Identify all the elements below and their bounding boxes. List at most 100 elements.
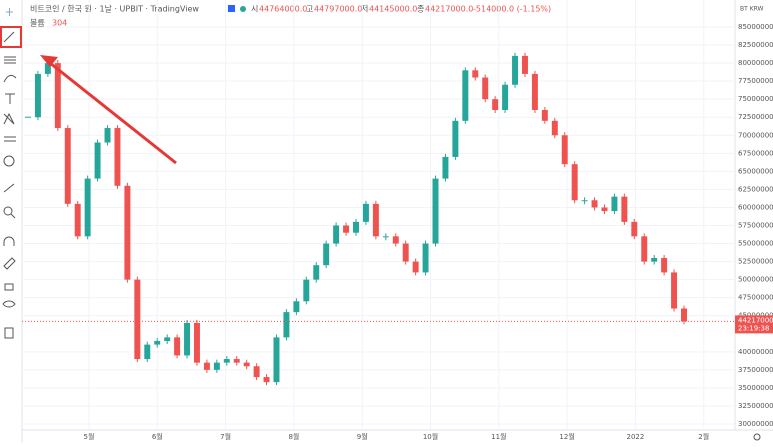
y-tick-label: 70000000.0 (738, 131, 773, 139)
candle (531, 73, 538, 111)
candle (442, 156, 449, 179)
candle (34, 73, 41, 118)
x-tick-label: 6월 (152, 432, 163, 441)
candle (84, 178, 91, 237)
candle (203, 362, 210, 370)
tool-icons[interactable] (0, 8, 22, 339)
y-tick-label: 82500000.0 (738, 41, 773, 49)
plot: 85000000.0 82500000.0 80000000.0 77500000.0… (22, 0, 773, 441)
candle (601, 207, 608, 212)
candle (74, 203, 81, 237)
flag (228, 5, 235, 12)
candle (114, 128, 121, 186)
y-tick-label: 62500000.0 (738, 185, 773, 193)
candle (124, 185, 131, 280)
candle (521, 55, 528, 74)
y-tick-label: 32500000.0 (738, 402, 773, 410)
candle (54, 63, 61, 129)
x-tick-label: 2022 (626, 433, 644, 441)
candle (253, 366, 260, 378)
h-label: 고 (306, 5, 313, 14)
y-tick-label: 72500000.0 (738, 113, 773, 121)
y-tick-label: 80000000.0 (738, 59, 773, 67)
x-tick-label: 2월 (698, 432, 709, 441)
candle (452, 120, 459, 157)
y-tick-label: 67500000.0 (738, 149, 773, 157)
candle (591, 200, 598, 208)
x-tick-label: 10월 (423, 432, 438, 441)
candle (472, 70, 479, 78)
volume-label: 볼륨 (30, 18, 45, 28)
candle (263, 377, 270, 383)
o-label: 시 (251, 5, 258, 14)
candle (174, 337, 181, 356)
y-tick-label: 52500000.0 (738, 258, 773, 266)
last-price-label: 44217000.0 (738, 316, 773, 324)
candle (541, 110, 548, 121)
candle (631, 221, 638, 237)
candle (372, 203, 379, 237)
candle (432, 178, 439, 244)
candle (561, 135, 568, 165)
candle (671, 272, 678, 309)
candle (343, 225, 350, 233)
l-label: 저 (361, 5, 368, 14)
h: 44797000.0 (314, 5, 362, 14)
candle (353, 221, 359, 233)
c-label: 종 (417, 5, 424, 14)
candle (303, 279, 310, 302)
candle (512, 55, 519, 85)
candle (621, 196, 628, 222)
candle (611, 196, 618, 212)
y-tick-label: 65000000.0 (738, 167, 773, 175)
y-tick-label: 75000000.0 (738, 95, 773, 103)
y-tick-label: 50000000.0 (738, 276, 773, 284)
candle (412, 261, 419, 273)
l: 44145000.0 (369, 5, 417, 14)
candle (581, 200, 588, 202)
candle (422, 243, 429, 273)
candle (462, 70, 469, 121)
settings[interactable] (753, 433, 761, 441)
scale-label[interactable]: BT KRW (740, 6, 764, 13)
candle (154, 340, 161, 345)
x-tick-label: 7월 (220, 432, 231, 441)
candle (313, 265, 320, 280)
candle (362, 203, 369, 222)
candle (283, 312, 290, 338)
y-tick-label: 47500000.0 (738, 294, 773, 302)
candle (333, 225, 340, 244)
candle (661, 257, 668, 273)
y-tick-label: 77500000.0 (738, 77, 773, 85)
last-price-box (735, 315, 773, 334)
candle (382, 236, 389, 238)
status-dot (240, 6, 246, 12)
candle (492, 99, 499, 111)
legend: 비트코인 / 한국 원 · 1날 · UPBIT · TradingView 시… (30, 4, 551, 28)
volume: 304 (52, 19, 67, 28)
candle (482, 77, 489, 100)
candle (164, 337, 171, 341)
candle (243, 362, 250, 367)
x-tick-label: 11월 (491, 432, 506, 441)
x-tick-label: 8월 (288, 432, 299, 441)
x-tick-label: 5월 (84, 432, 95, 441)
last-price-time: 23:19:38 (738, 324, 769, 332)
y-tick-label: 60000000.0 (738, 203, 773, 211)
toolbar (0, 0, 22, 443)
o: 44764000.0 (259, 5, 307, 14)
candle (144, 344, 151, 360)
candle (233, 359, 240, 363)
candle (293, 301, 300, 313)
c: 44217000.0 (425, 5, 473, 14)
candle (44, 63, 51, 74)
candle (323, 243, 330, 266)
candle (502, 84, 509, 111)
y-tick-label: 55000000.0 (738, 240, 773, 248)
candle (193, 322, 200, 363)
candle (651, 257, 658, 262)
annotation-arrow (40, 55, 177, 165)
x-tick-label: 9월 (357, 432, 368, 441)
